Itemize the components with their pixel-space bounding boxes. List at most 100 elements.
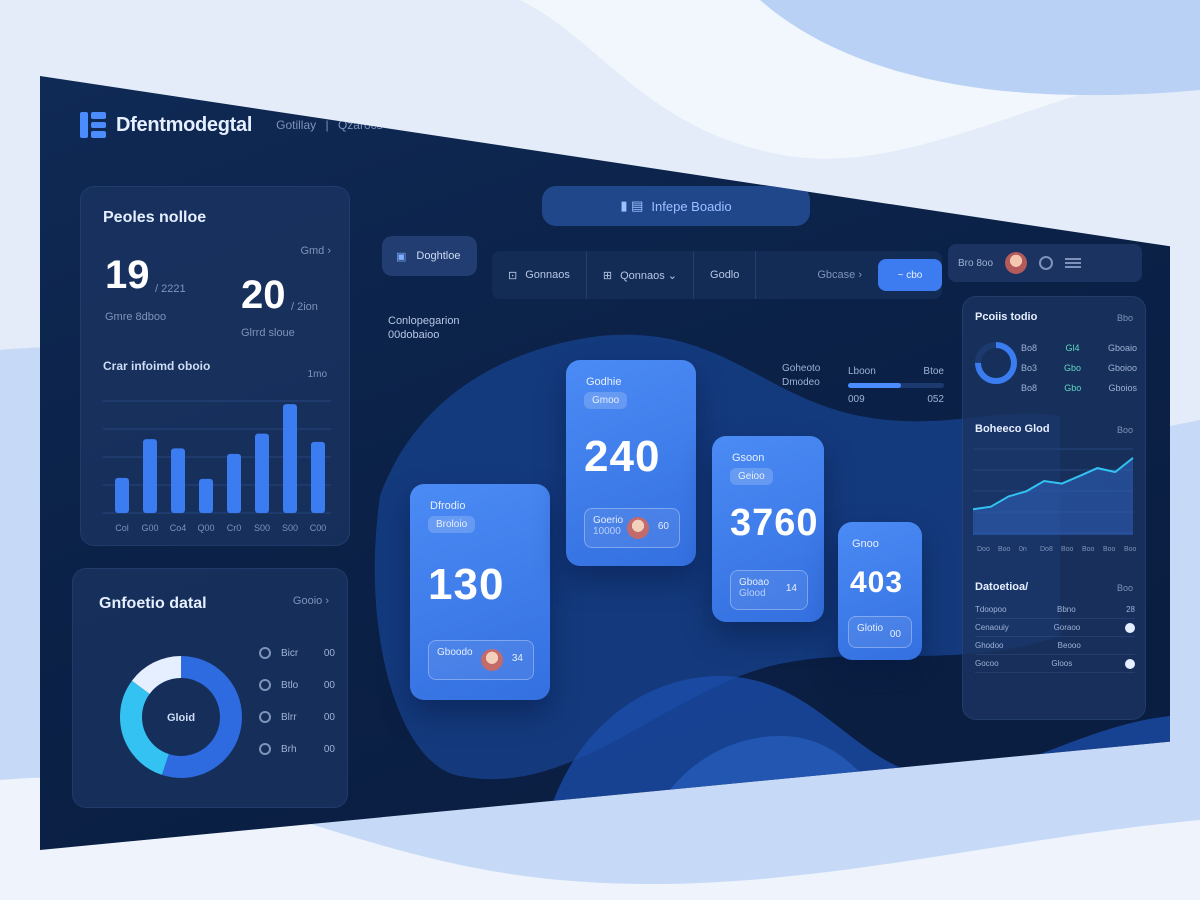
stat-value-2: 20	[241, 273, 286, 317]
side-tab-label: Doghtloe	[416, 250, 461, 262]
info-block-2: Goheoto Dmodeo	[782, 363, 821, 388]
metric-tile[interactable]: Godhie Gmoo 240 Goerio 10000 60	[566, 360, 696, 566]
legend-dot-icon	[259, 679, 271, 691]
table-row[interactable]: Gocoo Gloos	[975, 655, 1135, 673]
stat-caption-1: Gmre 8dboo	[105, 311, 167, 323]
x-tick-label: Boo	[1061, 546, 1074, 553]
bar	[115, 477, 129, 513]
donut-card-link[interactable]: Gooio ›	[292, 595, 329, 607]
bar	[311, 441, 325, 513]
stat-unit-2: / 2ion	[291, 301, 318, 313]
folder-icon: ▣	[396, 250, 407, 263]
primary-button[interactable]: ~ cbo	[878, 259, 942, 291]
table-title: Datoetioa/	[975, 581, 1029, 593]
donut-segment	[120, 656, 242, 778]
search-label: Infepe Boadio	[651, 198, 732, 214]
ring-gauge	[975, 342, 1017, 384]
progress-block: Lboon Btoe 009 052	[848, 366, 944, 405]
progress-bar	[848, 383, 944, 388]
toggle-icon[interactable]	[1125, 622, 1135, 633]
donut-chart: Gloid	[120, 656, 242, 778]
x-tick-label: Boo	[998, 546, 1011, 553]
metric-value: 240	[584, 432, 661, 481]
bar-chart: Col G00 Co4 Q00 Cr0 S00 S00 C00	[103, 400, 331, 533]
donut-card-title: Gnfoetio datal	[99, 595, 207, 612]
bar	[283, 404, 297, 513]
line-area	[973, 457, 1133, 535]
bar	[143, 439, 157, 513]
nav-link[interactable]: Gotillay	[276, 118, 317, 132]
legend-item: Btlo 00	[259, 679, 335, 691]
metric-value: 403	[850, 566, 904, 599]
line-chart: Doo Boo 0n Do8 Boo Boo Boo Boo	[973, 448, 1137, 553]
x-tick-label: Boo	[1082, 546, 1095, 553]
right-panel-title: Pcoiis todio	[975, 311, 1038, 323]
menu-icon[interactable]	[1065, 258, 1082, 268]
top-right-toolbar: Bro 8oo	[948, 244, 1142, 282]
legend-item: Bicr 00	[259, 647, 335, 659]
avatar[interactable]	[1005, 252, 1028, 274]
table-row[interactable]: Ghodoo Beooo	[975, 637, 1135, 655]
logo-icon	[80, 112, 106, 138]
stat-value-1: 19	[105, 253, 150, 297]
donut-card: Gnfoetio datal Gooio › Gloid Bicr 00 Btlo…	[72, 568, 348, 808]
metric-foot: Gboodo 34	[428, 640, 534, 680]
bar-label: G00	[141, 523, 158, 533]
tab-item[interactable]: ⊞ Qonnaos ⌄	[587, 251, 695, 299]
avatar	[481, 649, 503, 671]
nav-separator: |	[325, 118, 329, 132]
legend-dot-icon	[259, 647, 271, 659]
bar-label: S00	[282, 523, 298, 533]
metric-row: Bo8 Gl4 Gboaio	[1021, 343, 1137, 353]
x-tick-label: Do8	[1040, 546, 1053, 553]
bar-label: Co4	[170, 523, 187, 533]
grid-icon: ⊡	[508, 269, 518, 282]
metric-tile[interactable]: Gnoo 403 Glotio 00	[838, 522, 922, 660]
stats-card-link[interactable]: Gmd ›	[300, 245, 331, 257]
app-title: Dfentmodegtal	[116, 113, 253, 136]
x-tick-label: Boo	[1124, 546, 1137, 553]
table-row[interactable]: Cenaouiy Goraoo	[975, 619, 1135, 637]
x-tick-label: Boo	[1103, 546, 1116, 553]
metric-tile[interactable]: Dfrodio Broloio 130 Gboodo 34	[410, 484, 550, 700]
tab-item[interactable]: Godlo	[694, 251, 757, 299]
bar	[255, 433, 269, 513]
bar-chart-tag: 1mo	[307, 369, 327, 380]
search-icon: ▮ ▤	[620, 198, 644, 213]
stat-caption-2: Glrrd sloue	[241, 327, 295, 339]
legend-dot-icon	[259, 711, 271, 723]
bar	[227, 453, 241, 513]
ring-fill	[975, 342, 1017, 384]
info-block: Conlopegarion 00dobaioo	[388, 315, 460, 341]
legend-item: Brh 00	[259, 743, 335, 755]
tab-item[interactable]: ⊡ Gonnaos	[492, 251, 587, 299]
right-panel: Pcoiis todio Bbo Bo8 Gl4 Gboaio Bo3 Gbo Gboi…	[962, 296, 1146, 720]
stats-card-title: Peoles nolloe	[103, 209, 207, 226]
side-tab[interactable]: ▣ Doghtloe	[382, 236, 477, 276]
toolbar-label: Bro 8oo	[958, 257, 994, 269]
stats-card: Peoles nolloe Gmd › 19 / 2221 Gmre 8dboo…	[80, 186, 350, 546]
x-tick-label: Doo	[977, 546, 990, 553]
metric-foot: Gboao Glood 14	[730, 570, 808, 610]
metric-row: Bo3 Gbo Gboioo	[1021, 363, 1137, 373]
bar-label: Q00	[197, 523, 214, 533]
metric-value: 3760	[730, 502, 819, 544]
grid-icon: ⊞	[602, 269, 613, 282]
metric-tile[interactable]: Gsoon Geioo 3760 Gboao Glood 14	[712, 436, 824, 622]
bar-label: C00	[310, 523, 327, 533]
line-chart-title: Boheeco Glod	[975, 423, 1050, 435]
metric-foot: Glotio 00	[848, 616, 912, 648]
search-pill[interactable]: ▮ ▤ Infepe Boadio	[542, 186, 810, 226]
legend-item: Blrr 00	[259, 711, 335, 723]
tab-right-link[interactable]: Gbcase ›	[817, 269, 862, 281]
metric-row: Bo8 Gbo Gboios	[1021, 383, 1137, 393]
tab-bar: ⊡ Gonnaos ⊞ Qonnaos ⌄ Godlo Gbcase › ~ cbo	[492, 251, 942, 299]
bar	[171, 448, 185, 513]
line-series	[973, 457, 1134, 511]
bar-label: Cr0	[227, 523, 242, 533]
metric-value: 130	[428, 560, 505, 609]
table-row[interactable]: Tdoopoo Bbno 28	[975, 601, 1135, 619]
settings-icon[interactable]	[1039, 256, 1054, 270]
toggle-icon[interactable]	[1124, 658, 1135, 669]
bar-label: Col	[115, 523, 129, 533]
